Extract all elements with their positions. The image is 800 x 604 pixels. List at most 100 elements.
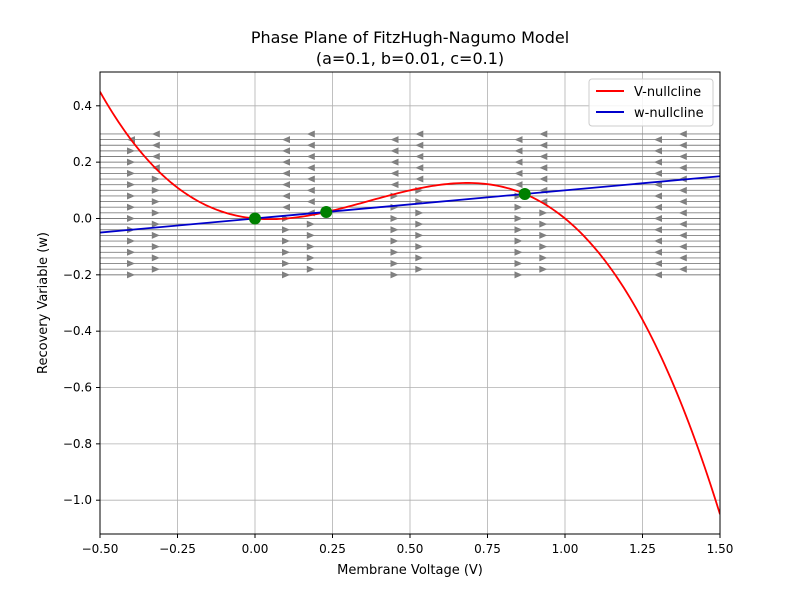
stream-arrow xyxy=(654,237,662,245)
stream-arrow xyxy=(127,271,135,279)
stream-arrow xyxy=(282,226,290,234)
x-tick-label: 0.75 xyxy=(474,542,501,556)
stream-arrow xyxy=(127,203,135,211)
stream-arrow xyxy=(539,265,548,273)
y-tick-label: −1.0 xyxy=(63,493,92,507)
stream-arrow xyxy=(282,181,290,189)
fixed-points xyxy=(249,187,531,225)
stream-arrow xyxy=(306,254,315,262)
stream-arrow xyxy=(654,192,662,200)
stream-arrow xyxy=(514,181,523,189)
stream-arrow xyxy=(151,130,160,138)
legend-label-v-nullcline: V-nullcline xyxy=(634,85,701,100)
stream-arrow xyxy=(539,198,548,206)
stream-arrow xyxy=(415,220,424,228)
stream-arrow xyxy=(306,231,315,239)
stream-arrow xyxy=(654,248,662,256)
stream-arrow xyxy=(282,136,290,144)
stream-arrow xyxy=(539,220,548,228)
stream-arrow xyxy=(415,243,424,251)
stream-arrow xyxy=(654,136,662,144)
stream-arrow xyxy=(678,209,687,217)
y-tick-label: 0.4 xyxy=(73,99,92,113)
y-tick-label: −0.8 xyxy=(63,437,92,451)
stream-arrow xyxy=(539,164,548,172)
x-tick-label: 1.00 xyxy=(552,542,579,556)
stream-arrow xyxy=(654,147,662,155)
stream-arrow xyxy=(282,169,290,177)
stream-arrow xyxy=(306,153,315,161)
stream-arrow xyxy=(151,209,160,217)
y-axis-label: Recovery Variable (w) xyxy=(36,232,51,374)
x-axis-ticks: −0.50 −0.25 0.00 0.25 0.50 0.75 1.00 1.25 1.50 xyxy=(82,534,733,556)
stream-arrow xyxy=(306,198,315,206)
stream-arrow xyxy=(514,158,523,166)
stream-arrow xyxy=(127,158,135,166)
stream-arrow xyxy=(539,141,548,149)
stream-arrow xyxy=(151,231,160,239)
stream-arrow xyxy=(390,158,399,166)
stream-arrow xyxy=(678,130,687,138)
stream-arrow xyxy=(390,136,399,144)
y-tick-label: −0.2 xyxy=(63,268,92,282)
stream-arrow xyxy=(678,265,687,273)
stream-arrow xyxy=(390,169,399,177)
stream-arrow xyxy=(127,181,135,189)
x-axis-label: Membrane Voltage (V) xyxy=(337,563,483,578)
stream-arrow xyxy=(415,254,424,262)
y-tick-label: 0.2 xyxy=(73,155,92,169)
stream-arrow xyxy=(678,198,687,206)
stream-arrow xyxy=(654,181,662,189)
stream-arrow xyxy=(514,203,523,211)
stream-arrow xyxy=(390,147,399,155)
stream-arrow xyxy=(127,248,135,256)
stream-arrow xyxy=(151,153,160,161)
x-tick-label: 0.50 xyxy=(397,542,424,556)
stream-arrow xyxy=(282,192,290,200)
x-tick-label: 0.00 xyxy=(242,542,269,556)
y-tick-label: −0.4 xyxy=(63,324,92,338)
x-tick-label: 1.25 xyxy=(629,542,656,556)
stream-arrow xyxy=(678,231,687,239)
stream-arrow xyxy=(539,175,548,183)
y-tick-label: 0.0 xyxy=(73,211,92,225)
stream-arrow xyxy=(306,130,315,138)
stream-arrow xyxy=(678,220,687,228)
stream-arrow xyxy=(415,209,424,217)
stream-arrow xyxy=(151,254,160,262)
streamlines xyxy=(100,130,720,279)
stream-arrow xyxy=(127,214,135,222)
stream-arrow xyxy=(654,158,662,166)
series-line-v-nullcline xyxy=(100,91,720,515)
stream-arrow xyxy=(415,141,424,149)
grid xyxy=(99,72,721,534)
fixed-point-2 xyxy=(518,187,531,200)
stream-arrow xyxy=(539,254,548,262)
stream-arrow xyxy=(539,153,548,161)
stream-arrow xyxy=(390,214,399,222)
stream-arrow xyxy=(306,186,315,194)
stream-arrow xyxy=(151,141,160,149)
stream-arrow xyxy=(514,169,523,177)
stream-arrow xyxy=(514,271,523,279)
x-tick-label: 0.25 xyxy=(319,542,346,556)
stream-arrow xyxy=(151,243,160,251)
stream-arrow xyxy=(306,175,315,183)
stream-arrow xyxy=(282,158,290,166)
stream-arrow xyxy=(415,130,424,138)
stream-arrow xyxy=(654,260,662,268)
stream-arrow xyxy=(539,209,548,217)
stream-arrow xyxy=(678,186,687,194)
stream-arrow xyxy=(127,237,135,245)
stream-arrow xyxy=(390,260,399,268)
stream-arrow xyxy=(390,271,399,279)
stream-arrow xyxy=(306,243,315,251)
fixed-point-1 xyxy=(320,206,333,219)
stream-arrow xyxy=(514,147,523,155)
x-tick-label: −0.25 xyxy=(159,542,196,556)
series-line-w-nullcline xyxy=(100,175,720,234)
stream-arrow xyxy=(127,169,135,177)
stream-arrow xyxy=(127,192,135,200)
stream-arrow xyxy=(390,181,399,189)
stream-arrow xyxy=(539,130,548,138)
